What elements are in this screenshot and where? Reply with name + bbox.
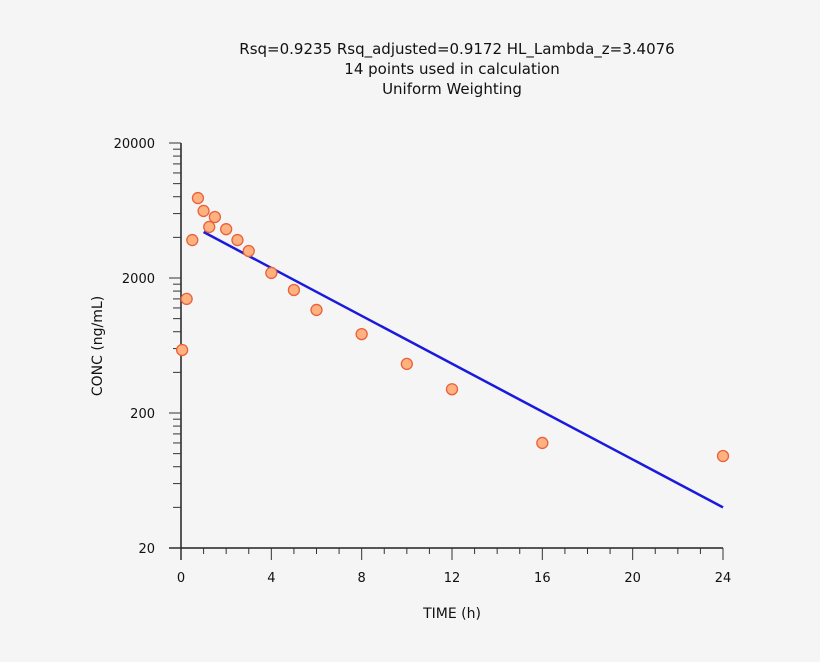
data-point (231, 233, 244, 247)
y-tick-label: 20 (138, 542, 155, 557)
chart-title-line-3: Uniform Weighting (382, 80, 522, 98)
data-point (310, 303, 323, 317)
data-point (355, 327, 368, 341)
data-point (716, 449, 730, 463)
data-point (265, 266, 278, 280)
data-point (203, 220, 216, 234)
x-tick-label: 8 (358, 571, 366, 586)
data-point (536, 436, 549, 450)
chart-title-line-1: Rsq=0.9235 Rsq_adjusted=0.9172 HL_Lambda… (239, 40, 674, 59)
data-point (180, 292, 193, 306)
data-point (186, 233, 199, 247)
chart-title-line-2: 14 points used in calculation (344, 60, 559, 78)
y-tick-label: 20000 (114, 137, 155, 152)
x-tick-label: 0 (177, 571, 185, 586)
x-tick-label: 4 (267, 571, 275, 586)
y-tick-label: 200 (130, 407, 155, 422)
x-tick-label: 20 (624, 571, 641, 586)
data-point (445, 383, 459, 396)
data-point (191, 191, 205, 205)
data-point (242, 244, 255, 258)
x-axis-label: TIME (h) (422, 606, 481, 622)
y-tick-label: 2000 (122, 272, 155, 287)
y-axis-label: CONC (ng/mL) (90, 296, 106, 396)
data-point (220, 223, 233, 236)
data-point (197, 204, 210, 218)
x-tick-label: 12 (444, 571, 461, 586)
data-point (287, 283, 301, 297)
data-point (175, 343, 189, 357)
data-point (208, 210, 222, 224)
fit-line (202, 230, 724, 509)
x-tick-label: 16 (534, 571, 551, 586)
x-tick-label: 24 (715, 571, 732, 586)
data-point (400, 357, 413, 371)
